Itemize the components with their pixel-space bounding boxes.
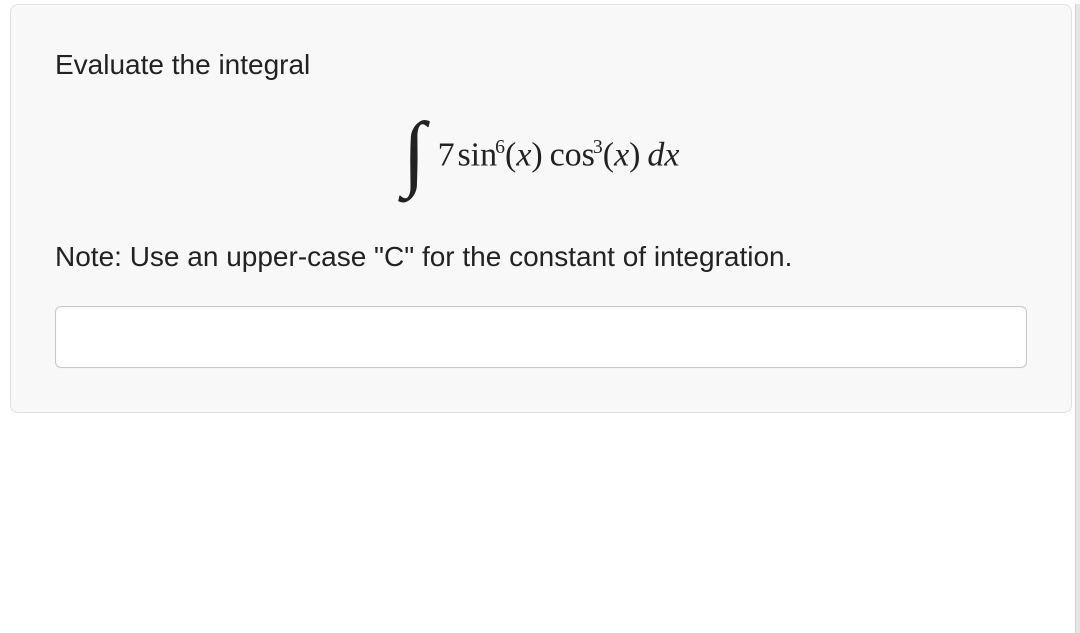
exp-3: 3 xyxy=(593,136,603,158)
integral-sign-icon: ∫ xyxy=(403,117,426,188)
scrollbar-edge xyxy=(1075,4,1080,633)
differential-d: d xyxy=(647,136,664,173)
math-inner: ∫ 7 sin6(x) cos3(x) dx xyxy=(403,119,680,190)
differential-var: x xyxy=(664,136,679,173)
exp-6: 6 xyxy=(495,136,505,158)
math-term: 7 sin6(x) cos3(x) dx xyxy=(438,136,680,174)
var-x-2: x xyxy=(614,136,629,173)
coefficient: 7 xyxy=(438,136,455,173)
func-cos: cos xyxy=(550,136,595,173)
answer-input[interactable] xyxy=(55,306,1027,368)
var-x-1: x xyxy=(516,136,531,173)
func-sin: sin xyxy=(457,136,497,173)
question-card: Evaluate the integral ∫ 7 sin6(x) cos3(x… xyxy=(10,4,1072,413)
question-prompt: Evaluate the integral xyxy=(55,49,1027,81)
integral-expression: ∫ 7 sin6(x) cos3(x) dx xyxy=(55,119,1027,190)
question-note: Note: Use an upper-case "C" for the cons… xyxy=(55,238,1027,276)
